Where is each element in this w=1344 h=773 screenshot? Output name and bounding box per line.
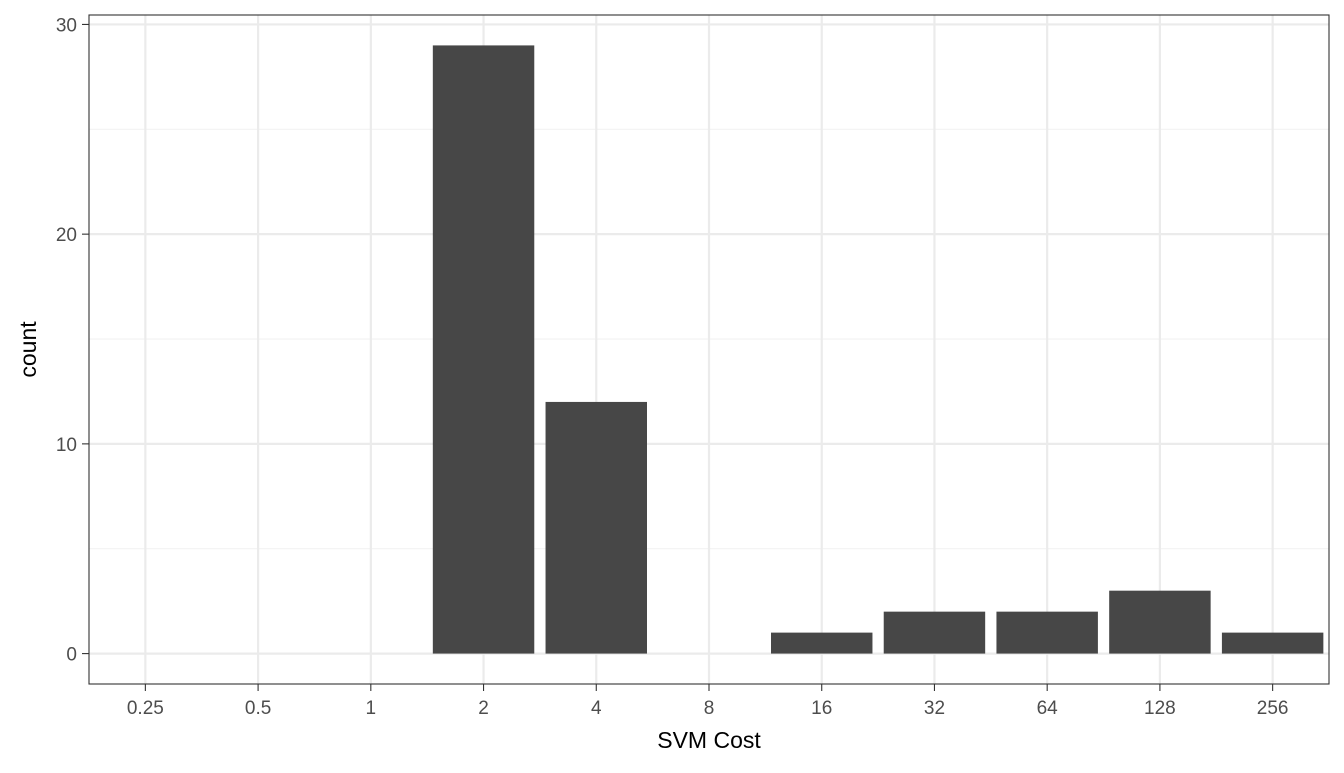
bar-256 xyxy=(1221,632,1324,654)
bar-128 xyxy=(1109,590,1211,654)
x-tick-label: 256 xyxy=(1257,698,1289,719)
bar-32 xyxy=(883,611,986,654)
x-tick-label: 0.25 xyxy=(127,698,164,719)
x-axis: 0.25 0.5 1 2 4 8 16 32 64 128 256 xyxy=(127,684,1289,719)
x-tick-label: 128 xyxy=(1144,698,1176,719)
bar-4 xyxy=(545,401,647,654)
bar-16 xyxy=(771,632,873,654)
x-tick-label: 4 xyxy=(591,698,602,719)
bar-64 xyxy=(996,611,1098,654)
x-tick-label: 0.5 xyxy=(245,698,271,719)
y-tick-label: 30 xyxy=(56,15,77,36)
x-axis-title: SVM Cost xyxy=(657,727,761,753)
y-axis-title: count xyxy=(15,321,41,378)
x-tick-label: 2 xyxy=(478,698,489,719)
bar-2 xyxy=(432,45,535,654)
y-tick-label: 0 xyxy=(66,645,77,666)
bars xyxy=(432,45,1324,654)
x-tick-label: 32 xyxy=(924,698,945,719)
x-tick-label: 64 xyxy=(1037,698,1059,719)
y-tick-label: 10 xyxy=(56,435,77,456)
x-tick-label: 8 xyxy=(704,698,715,719)
major-gridlines xyxy=(89,15,1329,684)
x-tick-label: 16 xyxy=(811,698,832,719)
x-tick-label: 1 xyxy=(366,698,377,719)
y-axis: 0 10 20 30 xyxy=(56,15,89,666)
y-tick-label: 20 xyxy=(56,225,77,246)
